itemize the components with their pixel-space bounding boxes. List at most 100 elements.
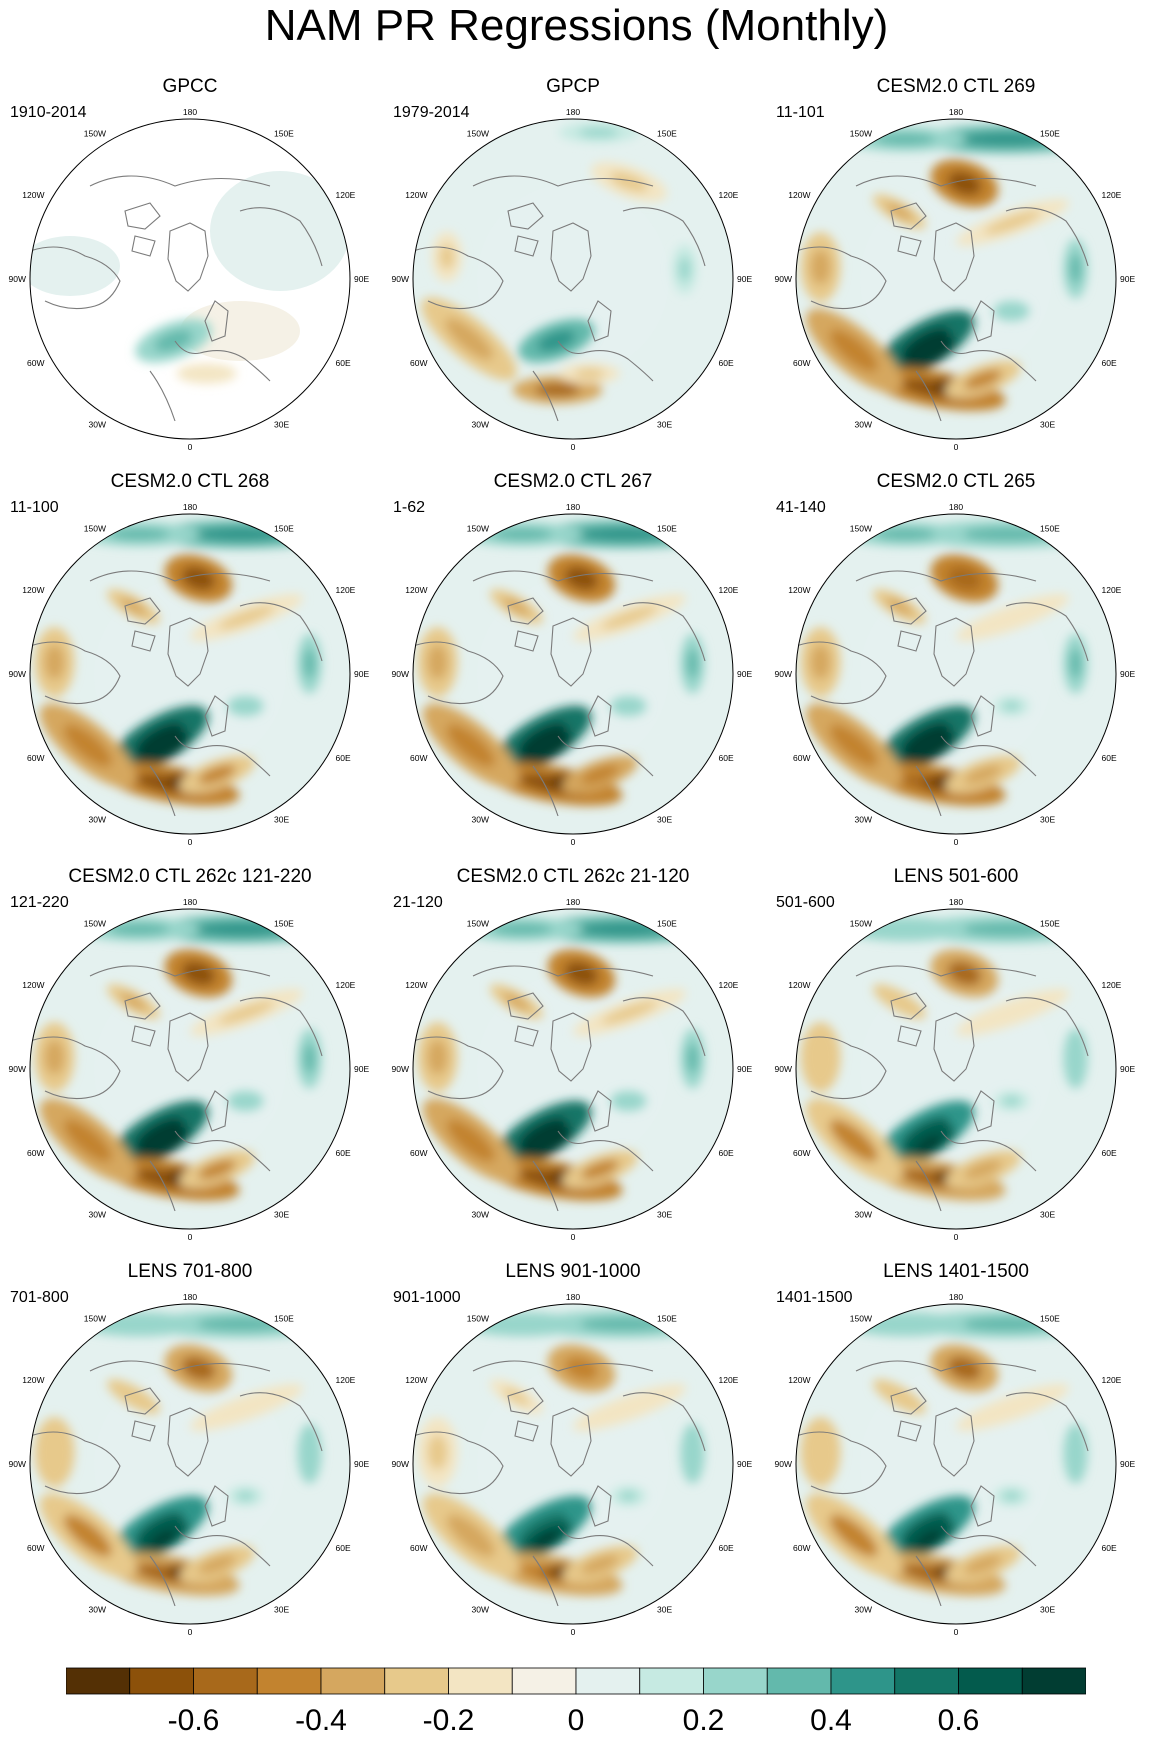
longitude-label: 30E [1040, 1209, 1055, 1219]
anomaly-core [886, 1387, 913, 1406]
coastline [30, 1431, 121, 1495]
anomaly-core [427, 644, 448, 680]
anomaly-core [886, 597, 913, 616]
coastline [550, 222, 592, 292]
longitude-label: 90W [392, 1459, 409, 1469]
anomaly-core [963, 764, 1002, 784]
map-boundary [29, 908, 351, 1230]
panel-title: GPCC [162, 76, 218, 97]
longitude-label: 30W [89, 1604, 106, 1614]
colorbar-swatch [511, 1667, 577, 1695]
longitude-label: 150W [84, 919, 106, 929]
coastline [167, 617, 209, 687]
anomaly-core [236, 701, 255, 711]
map-panel: 180 0 90W 90E 150W 120W 60W 30W 150E 120E 60E 30E CE… [766, 75, 1146, 470]
anomaly-core [492, 528, 553, 541]
longitude-label: 60W [410, 1543, 427, 1553]
longitude-label: 30E [274, 814, 289, 824]
anomaly-core [580, 1159, 619, 1179]
coastline [933, 1407, 975, 1477]
coastline [174, 1525, 271, 1567]
longitude-label: 90W [9, 1064, 26, 1074]
coastline [472, 175, 654, 187]
coastline [557, 1525, 654, 1567]
longitude-label: 30W [89, 814, 106, 824]
anomaly-core [564, 961, 599, 986]
anomaly-core [218, 1000, 275, 1025]
anomaly-core [961, 527, 1052, 542]
longitude-label: 90E [737, 669, 752, 679]
anomaly-core [1002, 1491, 1021, 1501]
map-boundary [29, 1303, 351, 1625]
map-panel: 180 0 90W 90E 150W 120W 60W 30W 150E 120E 60E 30E GP… [0, 75, 380, 470]
coastline [239, 1392, 323, 1452]
longitude-label: 150W [850, 1314, 872, 1324]
anomaly-core [120, 992, 147, 1011]
panel-year-range: 121-220 [10, 894, 69, 911]
longitude-label: 30E [657, 814, 672, 824]
longitude-label: 60W [27, 1543, 44, 1553]
panel-year-range: 11-100 [10, 499, 59, 516]
longitude-label: 30W [855, 814, 872, 824]
longitude-label: 30E [1040, 419, 1055, 429]
coastline [890, 202, 927, 230]
longitude-label: 150E [274, 919, 294, 929]
longitude-label: 90W [775, 669, 792, 679]
longitude-label: 60W [410, 753, 427, 763]
coastline [413, 1431, 504, 1495]
longitude-label: 90W [392, 274, 409, 284]
colorbar-swatch [766, 1667, 832, 1695]
anomaly-core [149, 1135, 176, 1154]
longitude-label: 90E [354, 669, 369, 679]
longitude-label: 30W [89, 419, 106, 429]
coastline [149, 370, 176, 422]
colorbar-swatch [448, 1667, 513, 1695]
anomaly-core [678, 256, 691, 282]
anomaly-core [181, 961, 216, 986]
coastline [622, 207, 706, 267]
longitude-label: 120W [405, 1375, 427, 1385]
longitude-label: 0 [571, 1627, 576, 1637]
coastline [174, 340, 271, 382]
coastline [1005, 602, 1089, 662]
coastlines [796, 175, 1089, 422]
coastline [796, 1431, 887, 1495]
longitude-label: 60E [1101, 358, 1116, 368]
longitude-label: 180 [566, 1292, 580, 1302]
map-panel: 180 0 90W 90E 150W 120W 60W 30W 150E 120E 60E 30E LE… [383, 1260, 763, 1655]
longitude-label: 60E [718, 1543, 733, 1553]
coastline [204, 695, 229, 737]
coastline [472, 570, 654, 582]
anomaly-core [181, 566, 216, 591]
coastline [514, 1420, 539, 1442]
coastline [532, 1160, 559, 1212]
longitude-label: 30E [657, 419, 672, 429]
panel-year-range: 21-120 [393, 894, 443, 911]
coastline [890, 1387, 927, 1415]
longitude-label: 150W [850, 129, 872, 139]
coastline [30, 641, 121, 705]
longitude-label: 150E [1040, 524, 1060, 534]
polar-map: 180 0 90W 90E 150W 120W 60W 30W 150E 120E 60E 30E [775, 502, 1136, 847]
anomaly-core [492, 1318, 553, 1331]
anomaly-core [915, 1135, 942, 1154]
anomaly-core [195, 1317, 286, 1332]
coastline [89, 1360, 271, 1372]
coastline [933, 617, 975, 687]
coastline [239, 997, 323, 1057]
longitude-label: 120E [1101, 190, 1121, 200]
coastlines [413, 965, 706, 1212]
coastline [933, 222, 975, 292]
panel-title: LENS 901-1000 [505, 1261, 641, 1282]
map-boundary [412, 118, 734, 440]
anomaly-core [875, 923, 936, 936]
anomaly-core [149, 1530, 176, 1549]
colorbar-tick-label: -0.4 [295, 1704, 347, 1737]
longitude-label: 60W [410, 358, 427, 368]
anomaly-core [610, 172, 648, 192]
coastline [622, 1392, 706, 1452]
anomaly-core [915, 1530, 942, 1549]
polar-map: 180 0 90W 90E 150W 120W 60W 30W 150E 120E 60E 30E [9, 897, 370, 1242]
coastline [89, 570, 271, 582]
colorbar-swatch [384, 1667, 449, 1695]
